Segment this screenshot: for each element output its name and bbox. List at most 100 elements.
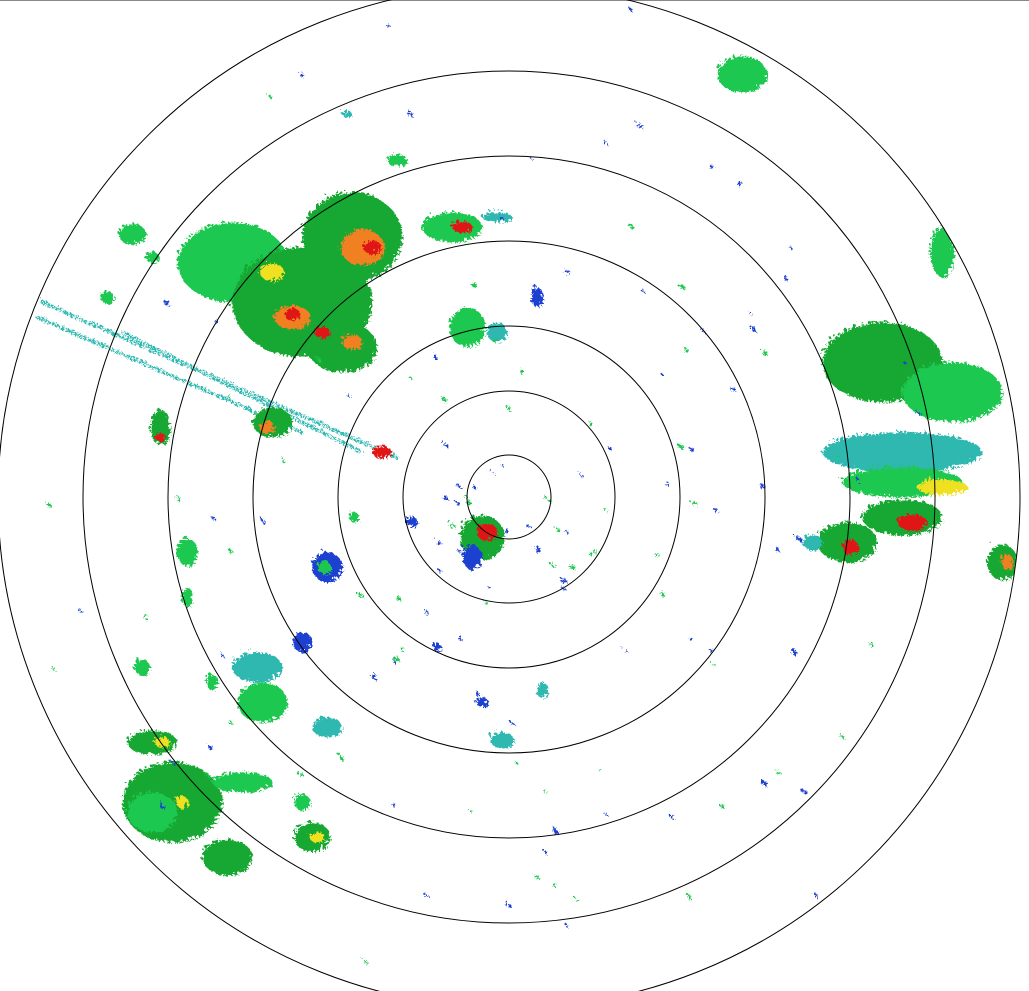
echo-speck xyxy=(854,476,858,481)
echo-speck xyxy=(706,646,711,649)
echo-cell xyxy=(153,430,163,440)
echo-speck xyxy=(524,523,529,526)
echo-speck xyxy=(314,354,318,359)
echo-speck xyxy=(496,214,501,218)
echo-cell xyxy=(175,536,195,564)
echo-speck xyxy=(587,549,590,554)
echo-speck xyxy=(142,612,146,618)
echo-cell xyxy=(488,730,512,746)
range-ring xyxy=(82,70,936,924)
echo-cell xyxy=(148,407,168,443)
echo-speck xyxy=(974,403,980,408)
echo-speck xyxy=(687,445,691,449)
echo-cell xyxy=(715,54,765,90)
echo-cell xyxy=(340,332,360,348)
echo-speck xyxy=(577,471,581,474)
echo-speck xyxy=(157,801,162,807)
echo-speck xyxy=(362,959,367,963)
echo-cell xyxy=(340,109,350,115)
echo-speck xyxy=(204,770,207,776)
echo-speck xyxy=(559,584,563,588)
echo-speck xyxy=(548,561,553,565)
echo-speck xyxy=(370,672,375,678)
echo-speck xyxy=(668,812,672,817)
echo-cell xyxy=(347,510,357,520)
echo-cell xyxy=(431,641,439,649)
echo-speck xyxy=(394,593,398,599)
echo-cell xyxy=(152,735,168,745)
echo-speck xyxy=(834,452,838,456)
echo-speck xyxy=(161,298,167,303)
echo-speck xyxy=(794,534,799,540)
echo-speck xyxy=(391,654,397,660)
echo-speck xyxy=(545,496,548,500)
echo-cell xyxy=(447,305,483,345)
range-ring xyxy=(466,454,552,540)
echo-speck xyxy=(773,769,779,772)
echo-speck xyxy=(626,5,630,9)
echo-cell xyxy=(310,715,340,735)
echo-speck xyxy=(211,317,216,320)
echo-speck xyxy=(635,121,640,126)
echo-speck xyxy=(266,93,269,96)
echo-speck xyxy=(455,547,459,550)
echo-cell xyxy=(257,419,273,431)
echo-speck xyxy=(210,515,213,518)
echo-speck xyxy=(225,392,228,396)
echo-speck xyxy=(787,243,790,247)
echo-cell xyxy=(928,225,952,275)
echo-cell xyxy=(116,222,144,242)
echo-speck xyxy=(532,873,537,877)
echo-speck xyxy=(499,461,503,465)
echo-cell xyxy=(404,515,416,525)
echo-cell xyxy=(361,238,379,252)
echo-speck xyxy=(528,154,531,157)
echo-speck xyxy=(467,807,470,811)
echo-cell xyxy=(338,227,382,263)
echo-speck xyxy=(469,280,474,285)
echo-cell xyxy=(895,512,925,528)
echo-speck xyxy=(652,550,657,555)
echo-speck xyxy=(685,892,689,897)
echo-cell xyxy=(915,477,965,493)
echo-speck xyxy=(169,758,173,762)
echo-speck xyxy=(297,70,301,75)
echo-speck xyxy=(439,395,445,400)
echo-speck xyxy=(709,661,714,664)
echo-speck xyxy=(717,801,722,806)
echo-cell xyxy=(204,672,216,688)
echo-speck xyxy=(567,562,572,567)
echo-cell xyxy=(230,650,280,680)
echo-speck xyxy=(541,492,544,497)
echo-speck xyxy=(727,384,733,389)
echo-speck xyxy=(550,825,556,831)
echo-speck xyxy=(434,538,439,543)
echo-cell xyxy=(312,324,328,336)
echo-cell xyxy=(174,794,186,806)
echo-speck xyxy=(760,778,765,784)
echo-speck xyxy=(398,644,401,649)
echo-speck xyxy=(747,310,750,313)
echo-cell xyxy=(200,837,250,873)
echo-cell xyxy=(132,657,148,673)
echo-cell xyxy=(474,695,486,705)
echo-cell xyxy=(258,261,282,279)
echo-speck xyxy=(563,528,567,532)
echo-speck xyxy=(601,138,605,143)
echo-speck xyxy=(407,375,411,378)
echo-cell xyxy=(485,320,505,340)
echo-speck xyxy=(811,890,815,896)
echo-speck xyxy=(227,719,232,723)
echo-speck xyxy=(659,589,663,594)
echo-speck xyxy=(540,787,544,791)
echo-speck xyxy=(592,547,596,553)
echo-speck xyxy=(383,21,388,25)
echo-speck xyxy=(912,409,918,412)
echo-speck xyxy=(431,351,434,357)
echo-speck xyxy=(837,732,842,736)
echo-speck xyxy=(790,648,795,653)
echo-cell xyxy=(144,249,156,261)
